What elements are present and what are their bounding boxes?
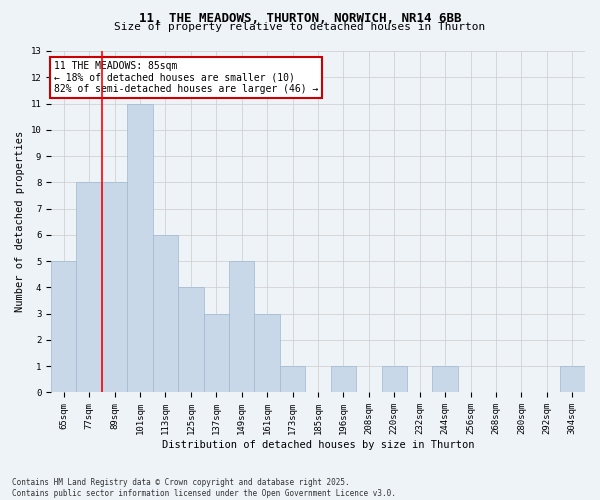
Bar [229, 261, 254, 392]
Bar [382, 366, 407, 392]
X-axis label: Distribution of detached houses by size in Thurton: Distribution of detached houses by size … [162, 440, 474, 450]
Bar [331, 366, 356, 392]
Bar [280, 366, 305, 392]
Text: 11, THE MEADOWS, THURTON, NORWICH, NR14 6BB: 11, THE MEADOWS, THURTON, NORWICH, NR14 … [139, 12, 461, 26]
Text: Contains HM Land Registry data © Crown copyright and database right 2025.
Contai: Contains HM Land Registry data © Crown c… [12, 478, 396, 498]
Bar [127, 104, 153, 393]
Bar [203, 314, 229, 392]
Bar [51, 261, 76, 392]
Text: 11 THE MEADOWS: 85sqm
← 18% of detached houses are smaller (10)
82% of semi-deta: 11 THE MEADOWS: 85sqm ← 18% of detached … [53, 61, 318, 94]
Bar [153, 235, 178, 392]
Bar [254, 314, 280, 392]
Bar [560, 366, 585, 392]
Text: Size of property relative to detached houses in Thurton: Size of property relative to detached ho… [115, 22, 485, 32]
Bar [433, 366, 458, 392]
Y-axis label: Number of detached properties: Number of detached properties [15, 131, 25, 312]
Bar [102, 182, 127, 392]
Bar [178, 288, 203, 393]
Bar [76, 182, 102, 392]
